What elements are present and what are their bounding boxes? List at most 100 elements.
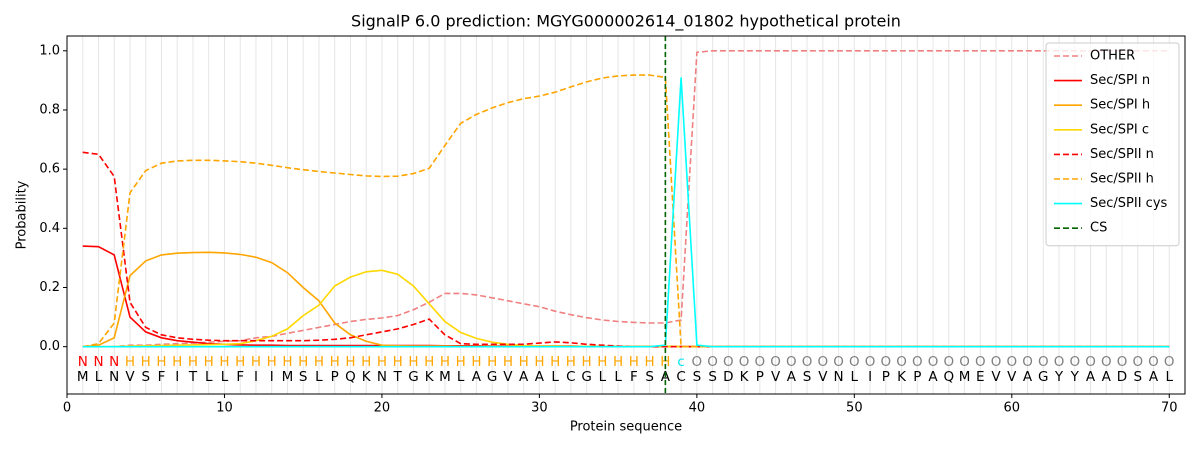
x-tick-label: 0	[63, 401, 71, 416]
sequence-letter: L	[1165, 369, 1173, 385]
region-label: H	[377, 354, 387, 370]
sequence-letter: V	[991, 369, 1001, 385]
sequence-letter: G	[408, 369, 418, 385]
region-label: O	[849, 354, 860, 370]
y-tick-label: 0.8	[39, 102, 60, 117]
region-label: N	[78, 354, 88, 370]
y-tick-label: 0.4	[39, 221, 60, 236]
x-tick-label: 70	[1161, 401, 1178, 416]
sequence-letter: C	[566, 369, 575, 385]
region-label: H	[519, 354, 529, 370]
region-label: H	[487, 354, 497, 370]
legend-box	[1045, 42, 1180, 247]
sequence-letter: M	[959, 369, 971, 385]
sequence-letter: A	[1102, 369, 1112, 385]
sequence-letter: P	[331, 369, 339, 385]
region-label: H	[645, 354, 655, 370]
region-label: O	[802, 354, 813, 370]
sequence-letter: K	[740, 369, 750, 385]
x-tick-label: 30	[531, 401, 548, 416]
sequence-letter: S	[141, 369, 150, 385]
legend-label: Sec/SPII n	[1090, 147, 1154, 162]
sequence-letter: P	[882, 369, 890, 385]
sequence-letter: P	[756, 369, 764, 385]
region-label: H	[298, 354, 308, 370]
legend-label: Sec/SPI c	[1090, 122, 1149, 137]
sequence-letter: K	[425, 369, 435, 385]
sequence-letter: A	[928, 369, 938, 385]
sequence-letter: V	[818, 369, 828, 385]
region-label: O	[1038, 354, 1049, 370]
sequence-letter: A	[1149, 369, 1159, 385]
sequence-letter: F	[236, 369, 244, 385]
region-label: H	[188, 354, 198, 370]
sequence-letter: S	[708, 369, 717, 385]
region-label: H	[597, 354, 607, 370]
region-label: H	[440, 354, 450, 370]
sequence-letter: N	[834, 369, 844, 385]
y-tick-label: 0.6	[39, 162, 60, 177]
region-label: O	[1006, 354, 1017, 370]
sequence-letter: S	[299, 369, 308, 385]
region-label: O	[755, 354, 766, 370]
region-label: H	[330, 354, 340, 370]
region-label: H	[408, 354, 418, 370]
sequence-letter: M	[282, 369, 294, 385]
sequence-letter: L	[457, 369, 465, 385]
region-label: H	[613, 354, 623, 370]
sequence-letter: L	[614, 369, 622, 385]
region-label: H	[471, 354, 481, 370]
sequence-letter: S	[1133, 369, 1142, 385]
region-label: O	[1164, 354, 1175, 370]
region-label: O	[943, 354, 954, 370]
sequence-letter: L	[315, 369, 323, 385]
sequence-letter: I	[270, 369, 274, 385]
region-label: O	[959, 354, 970, 370]
region-label: H	[566, 354, 576, 370]
x-axis-label: Protein sequence	[570, 420, 682, 435]
sequence-letter: N	[377, 369, 387, 385]
sequence-letter: G	[1038, 369, 1048, 385]
region-label: N	[109, 354, 119, 370]
region-label: H	[156, 354, 166, 370]
region-label: N	[93, 354, 103, 370]
sequence-letter: I	[175, 369, 179, 385]
region-label: O	[1022, 354, 1033, 370]
legend-label: Sec/SPII cys	[1090, 196, 1168, 211]
x-tick-label: 20	[374, 401, 391, 416]
region-label: O	[1148, 354, 1159, 370]
region-label: O	[833, 354, 844, 370]
legend-label: Sec/SPI h	[1090, 98, 1150, 113]
axes-frame	[66, 35, 1186, 395]
region-label: H	[550, 354, 560, 370]
sequence-letter: V	[771, 369, 781, 385]
series-line	[82, 50, 1170, 348]
region-label: H	[141, 354, 151, 370]
region-label: H	[282, 354, 292, 370]
sequence-letter: D	[723, 369, 733, 385]
y-axis-label: Probability	[15, 180, 30, 249]
y-tick-label: 0.2	[39, 280, 60, 295]
region-label: H	[172, 354, 182, 370]
y-tick-label: 0.0	[39, 339, 60, 354]
sequence-letter: V	[125, 369, 135, 385]
region-label: c	[677, 354, 684, 370]
sequence-letter: V	[1007, 369, 1017, 385]
sequence-letter: L	[599, 369, 607, 385]
legend-label: CS	[1090, 221, 1107, 236]
sequence-letter: K	[897, 369, 907, 385]
sequence-letter: T	[188, 369, 198, 385]
x-tick-label: 10	[216, 401, 233, 416]
sequence-letter: F	[158, 369, 166, 385]
sequence-letter: E	[976, 369, 985, 385]
sequence-letter: V	[503, 369, 513, 385]
sequence-letter: Q	[943, 369, 954, 385]
region-label: H	[204, 354, 214, 370]
sequence-letter: S	[693, 369, 702, 385]
region-label: H	[219, 354, 229, 370]
region-label: O	[991, 354, 1002, 370]
region-label: O	[739, 354, 750, 370]
sequence-letter: F	[630, 369, 638, 385]
legend-label: Sec/SPII h	[1090, 172, 1154, 187]
sequence-letter: Y	[1070, 369, 1080, 385]
